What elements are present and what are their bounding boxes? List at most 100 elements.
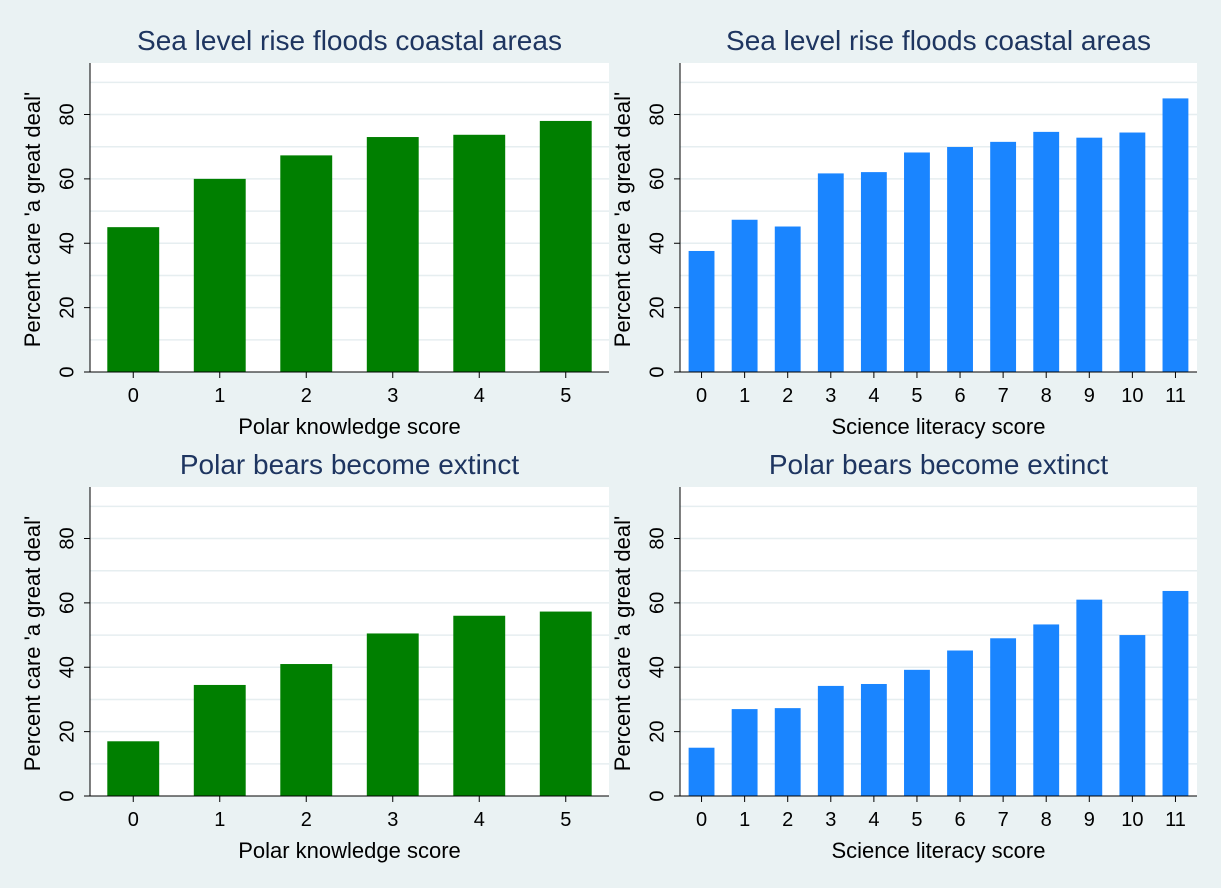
y-tick-label: 20	[646, 297, 668, 319]
y-tick-label: 60	[646, 168, 668, 190]
x-tick-label: 1	[739, 809, 750, 831]
chart-panel-1: 0 20 40 60 80 0 1 2 3 4 5 Sea level rise floods coa…	[20, 25, 609, 439]
x-tick-label: 4	[868, 385, 879, 407]
y-tick-label: 20	[646, 721, 668, 743]
bar-4	[860, 172, 887, 372]
x-tick-label: 3	[825, 385, 836, 407]
bar-0	[107, 227, 160, 372]
y-tick-label: 40	[646, 656, 668, 678]
plot-area	[90, 487, 609, 796]
x-tick-label: 2	[301, 385, 312, 407]
x-tick-label: 7	[998, 809, 1009, 831]
x-tick-label: 3	[387, 385, 398, 407]
x-tick-label: 9	[1084, 809, 1095, 831]
y-tick-label: 80	[56, 527, 78, 549]
x-tick-label: 0	[696, 385, 707, 407]
bar-4	[453, 615, 506, 796]
chart-panel-2: 0 20 40 60 80 0 1 2 3 4 5 6 7 8 9 10 11 Sea level rise fl…	[610, 25, 1197, 439]
chart-title: Polar bears become extinct	[180, 449, 520, 480]
y-tick-label: 20	[56, 721, 78, 743]
chart-title: Polar bears become extinct	[769, 449, 1109, 480]
bar-3	[817, 685, 844, 796]
bar-2	[280, 155, 333, 372]
x-axis-label: Polar knowledge score	[238, 414, 461, 439]
x-tick-label: 0	[696, 809, 707, 831]
bar-5	[904, 152, 930, 372]
bar-1	[193, 178, 246, 372]
x-tick-label: 11	[1165, 809, 1186, 831]
bar-3	[366, 137, 419, 372]
bar-0	[688, 747, 715, 796]
x-tick-label: 11	[1165, 385, 1186, 407]
bar-10	[1119, 635, 1146, 796]
bar-8	[1033, 624, 1060, 796]
x-tick-label: 1	[214, 809, 225, 831]
bar-7	[990, 141, 1017, 372]
x-tick-label: 8	[1041, 809, 1052, 831]
x-tick-label: 4	[474, 809, 485, 831]
x-tick-label: 2	[301, 809, 312, 831]
x-tick-label: 5	[911, 385, 922, 407]
chart-title: Sea level rise floods coastal areas	[726, 25, 1151, 56]
x-tick-label: 3	[825, 809, 836, 831]
y-axis-label: Percent care 'a great deal'	[610, 92, 635, 347]
bar-11	[1162, 590, 1189, 796]
bar-2	[774, 226, 801, 372]
x-tick-label: 7	[998, 385, 1009, 407]
bar-2	[774, 708, 801, 796]
x-tick-label: 5	[560, 385, 571, 407]
bar-4	[860, 683, 887, 796]
y-tick-label: 80	[646, 103, 668, 125]
bar-3	[366, 633, 419, 796]
x-tick-label: 1	[214, 385, 225, 407]
bar-6	[947, 147, 973, 372]
y-axis-label: Percent care 'a great deal'	[20, 516, 45, 771]
y-tick-label: 60	[56, 592, 78, 614]
y-axis-label: Percent care 'a great deal'	[20, 92, 45, 347]
y-tick-label: 0	[56, 366, 78, 377]
bar-1	[193, 684, 246, 796]
y-tick-label: 0	[646, 366, 668, 377]
x-tick-label: 9	[1084, 385, 1095, 407]
y-tick-label: 60	[646, 592, 668, 614]
bar-3	[817, 173, 844, 372]
bar-0	[107, 741, 160, 796]
x-tick-label: 6	[954, 385, 965, 407]
x-tick-label: 0	[128, 809, 139, 831]
x-tick-label: 8	[1041, 385, 1052, 407]
bar-11	[1162, 98, 1189, 372]
x-tick-label: 0	[128, 385, 139, 407]
bar-5	[904, 669, 930, 796]
y-tick-label: 40	[56, 656, 78, 678]
x-tick-label: 2	[782, 385, 793, 407]
bar-4	[453, 134, 506, 372]
x-tick-label: 5	[911, 809, 922, 831]
bar-5	[539, 611, 592, 796]
x-tick-label: 4	[868, 809, 879, 831]
x-tick-label: 4	[474, 385, 485, 407]
bar-7	[990, 638, 1017, 796]
x-tick-label: 2	[782, 809, 793, 831]
x-tick-label: 10	[1121, 809, 1143, 831]
x-axis-label: Science literacy score	[832, 414, 1046, 439]
x-tick-label: 6	[954, 809, 965, 831]
bar-9	[1076, 599, 1103, 796]
y-tick-label: 80	[56, 103, 78, 125]
x-tick-label: 5	[560, 809, 571, 831]
bar-5	[539, 120, 592, 372]
chart-panel-4: 0 20 40 60 80 0 1 2 3 4 5 6 7 8 9 10 11 Polar bears becom…	[610, 449, 1197, 863]
x-tick-label: 1	[739, 385, 750, 407]
y-tick-label: 40	[56, 232, 78, 254]
x-axis-label: Polar knowledge score	[238, 838, 461, 863]
bar-6	[947, 650, 973, 796]
bar-1	[731, 709, 758, 796]
y-tick-label: 40	[646, 232, 668, 254]
y-tick-label: 0	[56, 790, 78, 801]
bar-1	[731, 219, 758, 372]
bar-10	[1119, 132, 1146, 372]
x-tick-label: 10	[1121, 385, 1143, 407]
y-axis-label: Percent care 'a great deal'	[610, 516, 635, 771]
x-axis-label: Science literacy score	[832, 838, 1046, 863]
chart-panel-3: 0 20 40 60 80 0 1 2 3 4 5 Polar bears become extinc…	[20, 449, 609, 863]
